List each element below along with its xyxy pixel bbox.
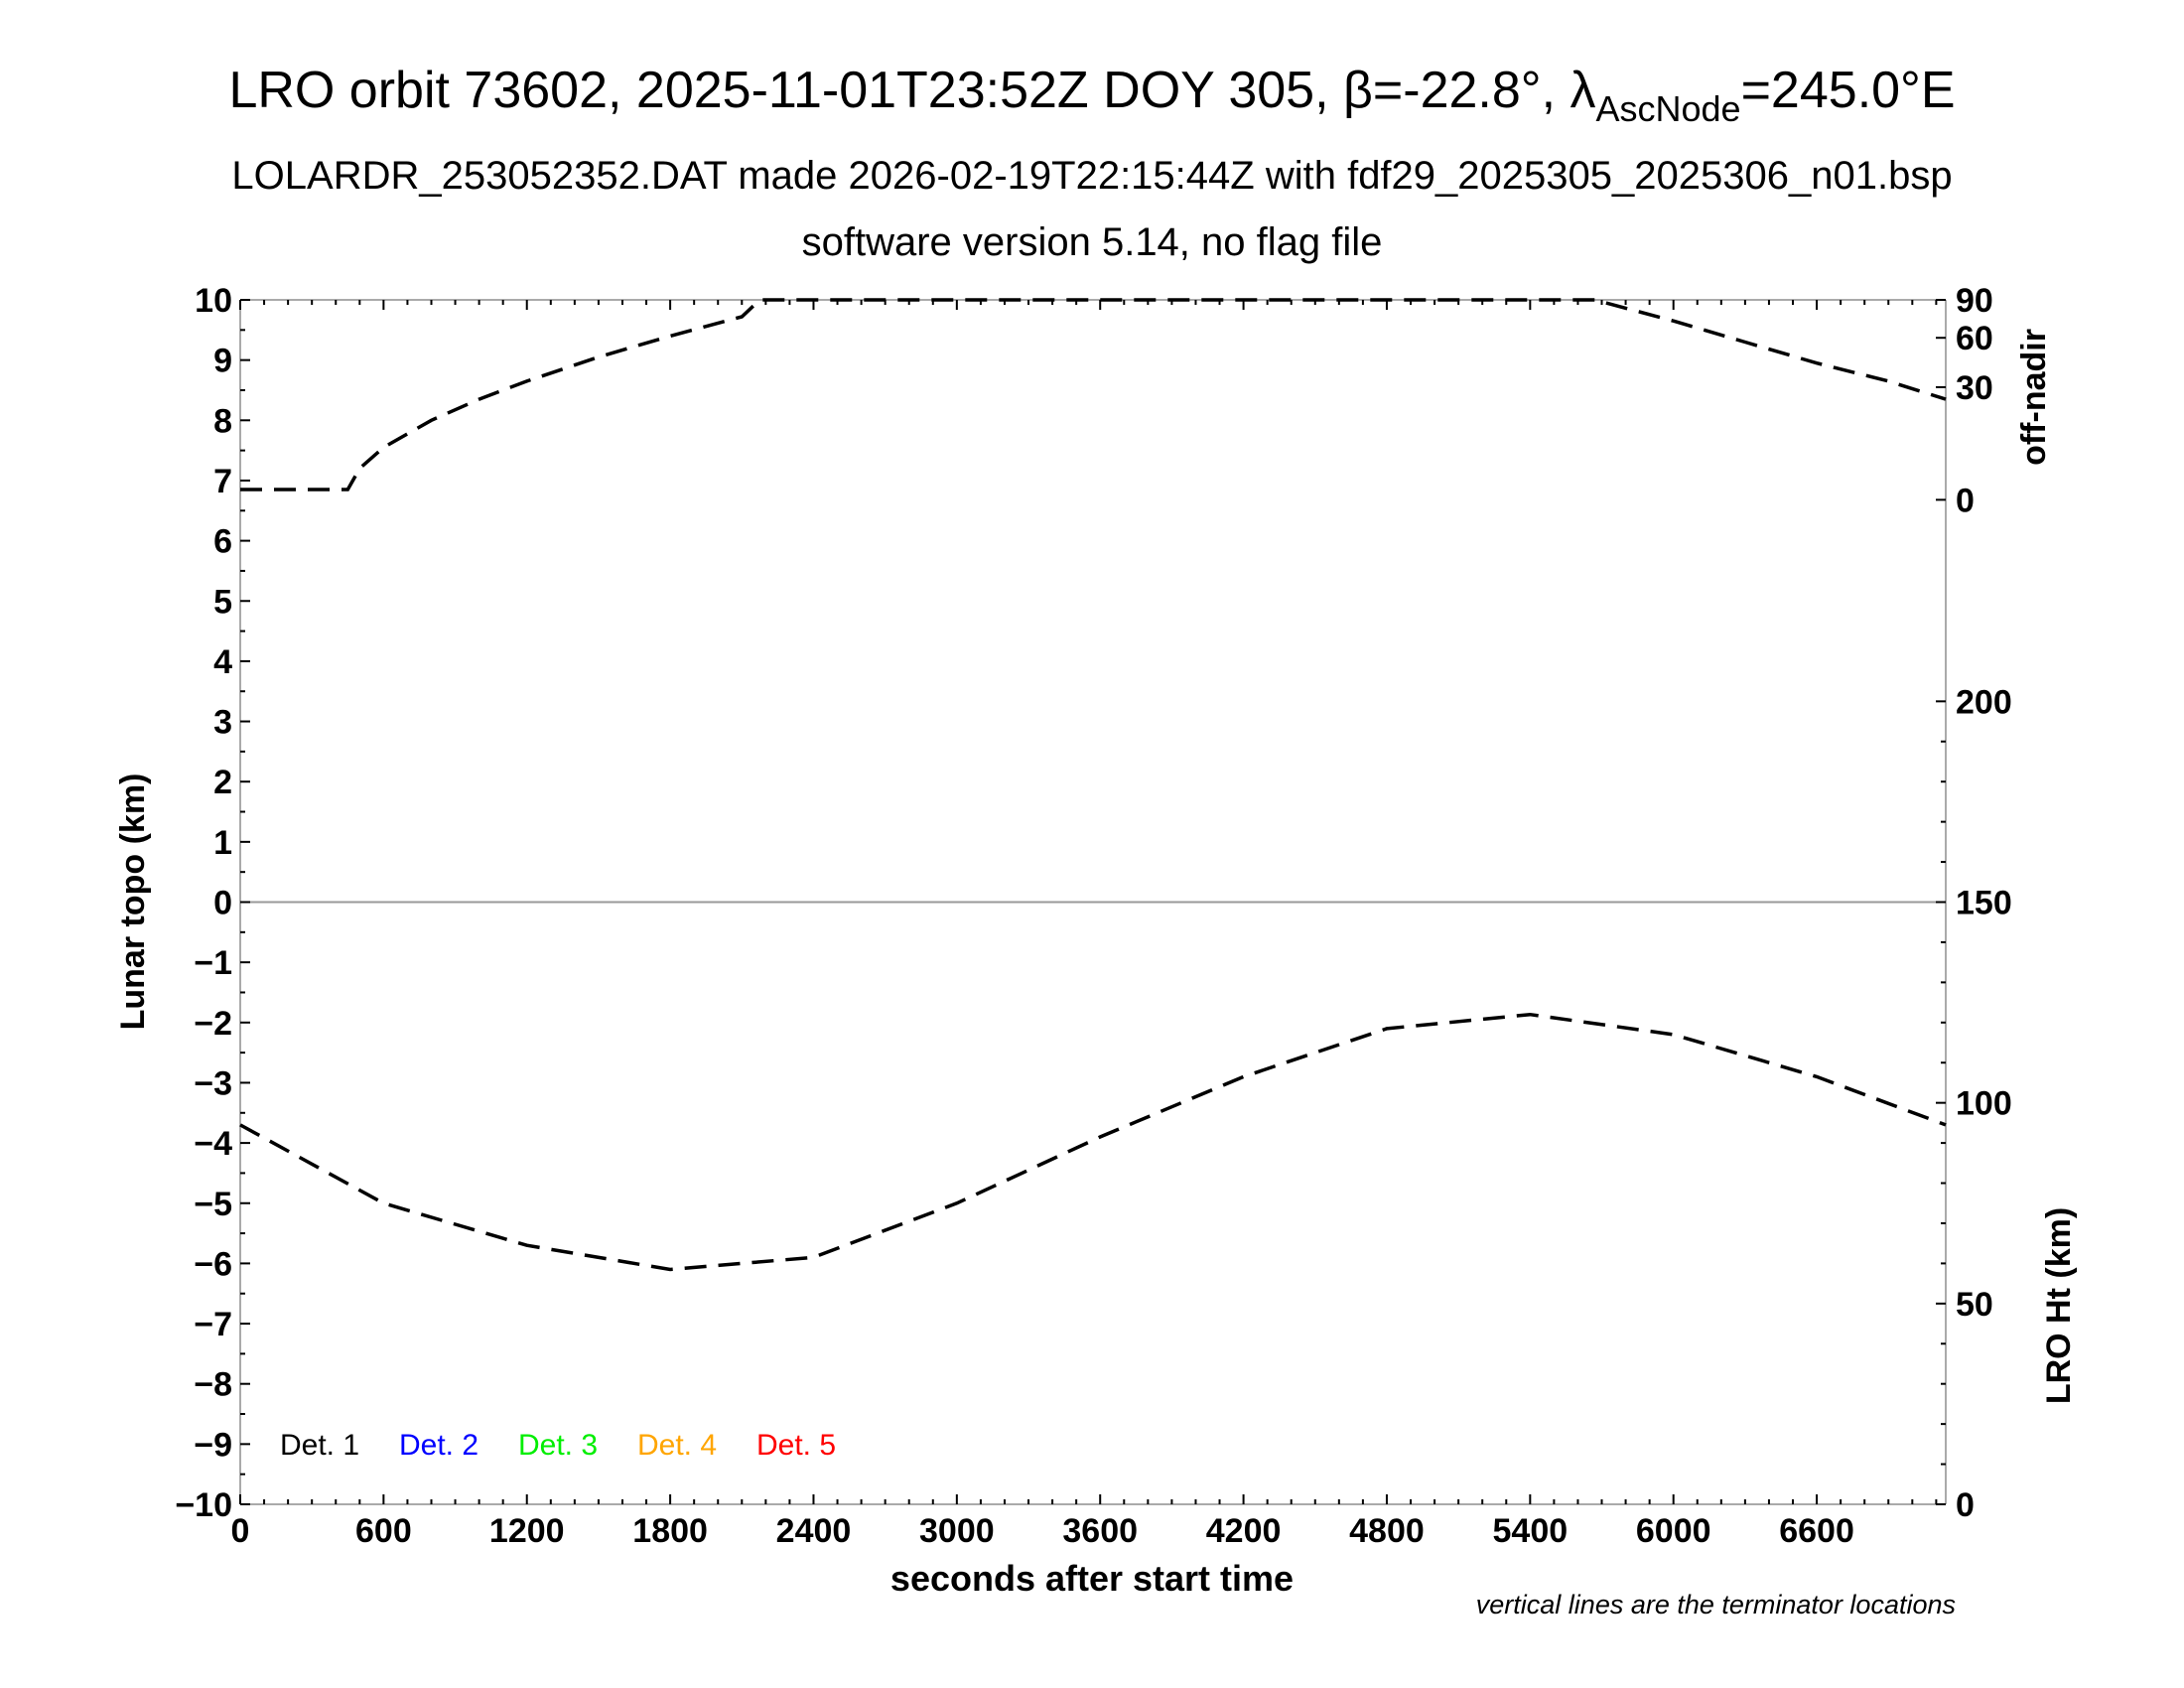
x-tick-label: 3000: [919, 1512, 995, 1550]
lro-ht-tick-label: 0: [1956, 1486, 1975, 1524]
footnote: vertical lines are the terminator locati…: [1476, 1590, 1956, 1619]
y-tick-label: 8: [213, 402, 232, 440]
y-tick-label: −5: [194, 1186, 232, 1223]
off-nadir-tick-label: 90: [1956, 282, 1993, 320]
y-tick-label: 1: [213, 824, 232, 862]
y-tick-label: 3: [213, 704, 232, 742]
legend-item-det-5: Det. 5: [756, 1429, 836, 1462]
y-tick-label: −10: [175, 1486, 232, 1524]
y2-axis-label-off-nadir: off-nadir: [2015, 329, 2053, 466]
x-tick-label: 1200: [489, 1512, 565, 1550]
y2-axis-label-lro-ht: LRO Ht (km): [2040, 1207, 2078, 1404]
lro-ht-tick-label: 200: [1956, 683, 2012, 721]
legend-item-det-1: Det. 1: [280, 1429, 359, 1462]
lro-ht-tick-label: 150: [1956, 885, 2012, 922]
legend-item-det-4: Det. 4: [637, 1429, 717, 1462]
chart-title: LRO orbit 73602, 2025-11-01T23:52Z DOY 3…: [228, 62, 1955, 129]
lro-height-line: [239, 1012, 1947, 1272]
y-tick-label: −2: [194, 1005, 232, 1043]
x-tick-label: 0: [231, 1512, 250, 1550]
x-tick-label: 3600: [1062, 1512, 1138, 1550]
y-axis-label: Lunar topo (km): [114, 774, 152, 1031]
y-tick-label: 0: [213, 885, 232, 922]
y-tick-label: −3: [194, 1064, 232, 1102]
lro-ht-tick-label: 100: [1956, 1085, 2012, 1123]
chart-subtitle: LOLARDR_253052352.DAT made 2026-02-19T22…: [231, 154, 1952, 198]
x-tick-label: 6600: [1779, 1512, 1854, 1550]
off-nadir-tick-label: 60: [1956, 320, 1993, 357]
y-tick-label: 7: [213, 463, 232, 500]
y-tick-label: 10: [195, 282, 232, 320]
y-tick-label: −7: [194, 1306, 232, 1343]
off-nadir-tick-label: 30: [1956, 369, 1993, 407]
x-tick-label: 6000: [1636, 1512, 1711, 1550]
x-tick-label: 600: [355, 1512, 412, 1550]
y-tick-label: 2: [213, 764, 232, 801]
x-tick-label: 1800: [632, 1512, 708, 1550]
y-tick-label: −8: [194, 1366, 232, 1404]
x-tick-label: 4200: [1206, 1512, 1282, 1550]
y-tick-label: −1: [194, 944, 232, 982]
off-nadir-line: [240, 298, 1947, 492]
x-tick-label: 2400: [776, 1512, 852, 1550]
y-tick-label: 9: [213, 343, 232, 380]
x-tick-label: 4800: [1349, 1512, 1425, 1550]
y-tick-label: 4: [213, 643, 232, 681]
x-axis-label: seconds after start time: [890, 1558, 1294, 1599]
y-tick-label: −9: [194, 1426, 232, 1464]
y-tick-label: −4: [194, 1125, 232, 1163]
chart-subtitle-2: software version 5.14, no flag file: [802, 220, 1383, 264]
x-tick-label: 5400: [1493, 1512, 1569, 1550]
y-tick-label: −6: [194, 1245, 232, 1283]
off-nadir-tick-label: 0: [1956, 482, 1975, 519]
y-tick-label: 6: [213, 523, 232, 561]
legend-item-det-2: Det. 2: [399, 1429, 478, 1462]
legend-item-det-3: Det. 3: [518, 1429, 598, 1462]
lro-ht-tick-label: 50: [1956, 1286, 1993, 1324]
y-tick-label: 5: [213, 583, 232, 621]
